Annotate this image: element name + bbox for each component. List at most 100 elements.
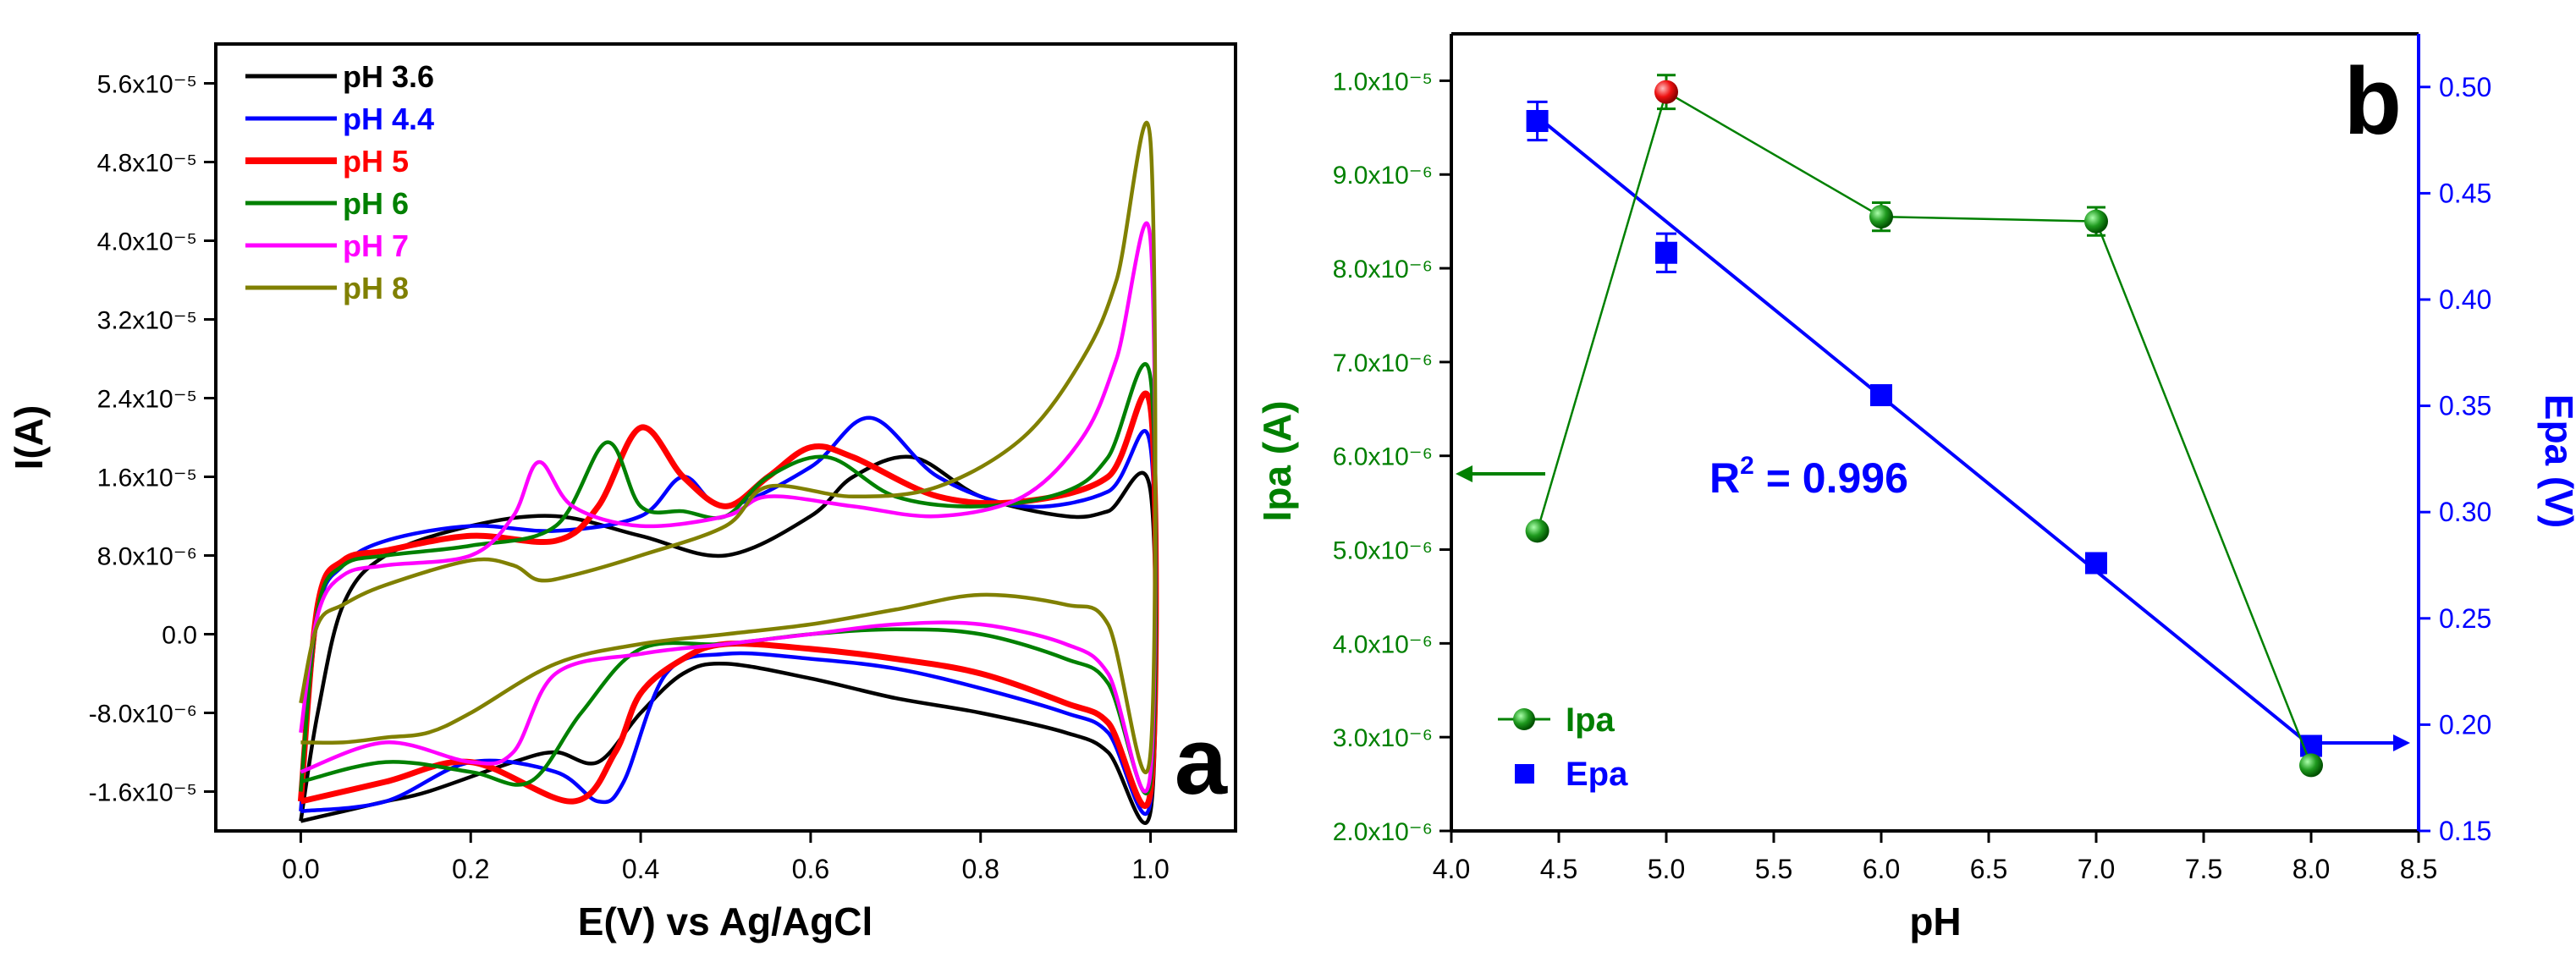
cv-curve-ph-5 bbox=[297, 390, 1159, 810]
y-tick-label: 1.0x10⁻⁵ bbox=[1333, 68, 1433, 96]
cv-curve-ph-6 bbox=[299, 361, 1159, 795]
y-tick-label: 4.0x10⁻⁶ bbox=[1333, 630, 1433, 658]
ipa-point-highlighted bbox=[1654, 80, 1678, 104]
y-tick-label: 8.0x10⁻⁶ bbox=[1333, 256, 1433, 283]
r-squared-value: = 0.996 bbox=[1754, 454, 1908, 502]
legend-item-ph-5: pH 5 bbox=[245, 144, 409, 179]
cv-curve-ph-8 bbox=[299, 120, 1158, 774]
legend-item-ph-3-6: pH 3.6 bbox=[245, 59, 434, 94]
y2-tick-label: 0.50 bbox=[2439, 72, 2491, 102]
legend-item-ipa: Ipa bbox=[1498, 701, 1616, 739]
epa-linear-fit-line bbox=[1536, 115, 2313, 748]
y2-tick-label: 0.40 bbox=[2439, 284, 2491, 315]
x-tick-label: 1.0 bbox=[1131, 854, 1169, 884]
legend-label: pH 6 bbox=[343, 186, 409, 221]
y-tick-label: 6.0x10⁻⁶ bbox=[1333, 443, 1433, 471]
r-squared-superscript: 2 bbox=[1740, 452, 1754, 480]
legend-item-ph-4-4: pH 4.4 bbox=[245, 102, 434, 136]
y2-tick-label: 0.45 bbox=[2439, 178, 2491, 208]
epa-point bbox=[2085, 552, 2107, 575]
legend-label: pH 8 bbox=[343, 271, 409, 305]
x-tick-label: 8.0 bbox=[2293, 854, 2330, 884]
panel-b: 4.0 4.5 5.0 5.5 6.0 6.5 7.0 7.5 8.0 8.5 2.0x10⁻⁶ 3… bbox=[1255, 32, 2576, 943]
panel-a-y-axis-label: I(A) bbox=[7, 405, 51, 470]
legend-item-ph-6: pH 6 bbox=[245, 186, 409, 221]
y-tick-label: 0.0 bbox=[162, 622, 197, 650]
y-tick-label: 9.0x10⁻⁶ bbox=[1333, 162, 1433, 190]
x-tick-label: 5.5 bbox=[1755, 854, 1792, 884]
y-tick-label: 2.0x10⁻⁶ bbox=[1333, 818, 1433, 846]
r-squared-annotation: R2 = 0.996 bbox=[1709, 452, 1908, 502]
panel-a-x-axis-label: E(V) vs Ag/AgCl bbox=[578, 899, 872, 943]
y2-tick-label: 0.20 bbox=[2439, 709, 2491, 740]
x-tick-label: 4.0 bbox=[1433, 854, 1470, 884]
y-tick-label: 4.0x10⁻⁵ bbox=[97, 228, 197, 256]
y-tick-label: 5.0x10⁻⁶ bbox=[1333, 537, 1433, 565]
panel-b-y2-axis-label: Epa (V) bbox=[2537, 394, 2576, 528]
x-tick-label: 0.2 bbox=[452, 854, 489, 884]
x-tick-label: 0.8 bbox=[962, 854, 999, 884]
y-tick-label: 5.6x10⁻⁵ bbox=[97, 71, 197, 99]
epa-point bbox=[1870, 384, 1892, 407]
r-squared-symbol: R bbox=[1709, 454, 1740, 502]
panel-a-label: a bbox=[1175, 708, 1228, 814]
panel-b-label: b bbox=[2344, 48, 2402, 154]
ipa-point bbox=[2084, 209, 2108, 234]
epa-point bbox=[1526, 109, 1549, 132]
panel-a-legend: pH 3.6 pH 4.4 pH 5 pH 6 pH 7 pH 8 bbox=[245, 59, 434, 305]
y-tick-label: 1.6x10⁻⁵ bbox=[97, 465, 197, 492]
panel-b-x-axis-label: pH bbox=[1909, 899, 1961, 943]
panel-b-y2-ticks: 0.15 0.20 0.25 0.30 0.35 0.40 0.45 0.50 bbox=[2419, 72, 2491, 846]
ipa-point bbox=[1869, 205, 1893, 229]
ipa-point bbox=[1525, 519, 1549, 543]
y-tick-label: 7.0x10⁻⁶ bbox=[1333, 349, 1433, 377]
cv-curve-ph-7 bbox=[299, 221, 1158, 794]
legend-item-ph-7: pH 7 bbox=[245, 228, 409, 263]
x-tick-label: 7.5 bbox=[2185, 854, 2222, 884]
panel-a-y-ticks: -1.6x10⁻⁵ -8.0x10⁻⁶ 0.0 8.0x10⁻⁶ 1.6x10⁻⁵ 2.4… bbox=[89, 71, 216, 807]
y-tick-label: 4.8x10⁻⁵ bbox=[97, 150, 197, 178]
legend-label: pH 5 bbox=[343, 144, 409, 179]
ipa-axis-arrow bbox=[1456, 465, 1545, 482]
legend-label: Ipa bbox=[1566, 701, 1616, 739]
x-tick-label: 8.5 bbox=[2400, 854, 2437, 884]
x-tick-label: 0.0 bbox=[282, 854, 319, 884]
y2-tick-label: 0.30 bbox=[2439, 497, 2491, 527]
x-tick-label: 7.0 bbox=[2078, 854, 2115, 884]
panel-a: 0.0 0.2 0.4 0.6 0.8 1.0 -1.6x10⁻⁵ -8.0x10⁻⁶ 0.0… bbox=[7, 42, 1237, 943]
legend-label: pH 7 bbox=[343, 228, 409, 263]
legend-item-epa: Epa bbox=[1515, 756, 1628, 793]
legend-swatch-marker bbox=[1515, 764, 1534, 784]
x-tick-label: 5.0 bbox=[1648, 854, 1685, 884]
x-tick-label: 6.5 bbox=[1970, 854, 2007, 884]
y2-tick-label: 0.35 bbox=[2439, 391, 2491, 421]
y-tick-label: 3.0x10⁻⁶ bbox=[1333, 724, 1433, 752]
y-tick-label: -8.0x10⁻⁶ bbox=[89, 701, 197, 729]
ipa-point bbox=[2299, 753, 2323, 778]
panel-b-ipa-series bbox=[1525, 74, 2323, 778]
y-tick-label: 2.4x10⁻⁵ bbox=[97, 386, 197, 414]
x-tick-label: 0.4 bbox=[622, 854, 659, 884]
x-tick-label: 4.5 bbox=[1540, 854, 1577, 884]
y-tick-label: 8.0x10⁻⁶ bbox=[97, 543, 197, 571]
cv-curve-ph-4-4 bbox=[299, 415, 1159, 817]
panel-b-y-axis-label: Ipa (A) bbox=[1255, 400, 1299, 521]
epa-point bbox=[1655, 241, 1677, 264]
panel-b-legend: Ipa Epa bbox=[1498, 701, 1628, 793]
panel-a-plot-frame bbox=[214, 42, 1237, 833]
panel-b-epa-series bbox=[1526, 100, 2322, 757]
panel-b-x-ticks: 4.0 4.5 5.0 5.5 6.0 6.5 7.0 7.5 8.0 8.5 bbox=[1433, 831, 2437, 884]
y-tick-label: 3.2x10⁻⁵ bbox=[97, 307, 197, 335]
legend-swatch-marker bbox=[1513, 708, 1535, 730]
legend-label: Epa bbox=[1566, 756, 1628, 793]
y-tick-label: -1.6x10⁻⁵ bbox=[89, 779, 197, 807]
x-tick-label: 0.6 bbox=[792, 854, 829, 884]
x-tick-label: 6.0 bbox=[1863, 854, 1900, 884]
epa-axis-arrow bbox=[2319, 734, 2410, 751]
legend-label: pH 4.4 bbox=[343, 102, 434, 136]
ipa-connecting-line bbox=[1536, 90, 2313, 766]
panel-a-curves bbox=[297, 120, 1159, 825]
legend-label: pH 3.6 bbox=[343, 59, 434, 94]
y2-tick-label: 0.25 bbox=[2439, 603, 2491, 634]
